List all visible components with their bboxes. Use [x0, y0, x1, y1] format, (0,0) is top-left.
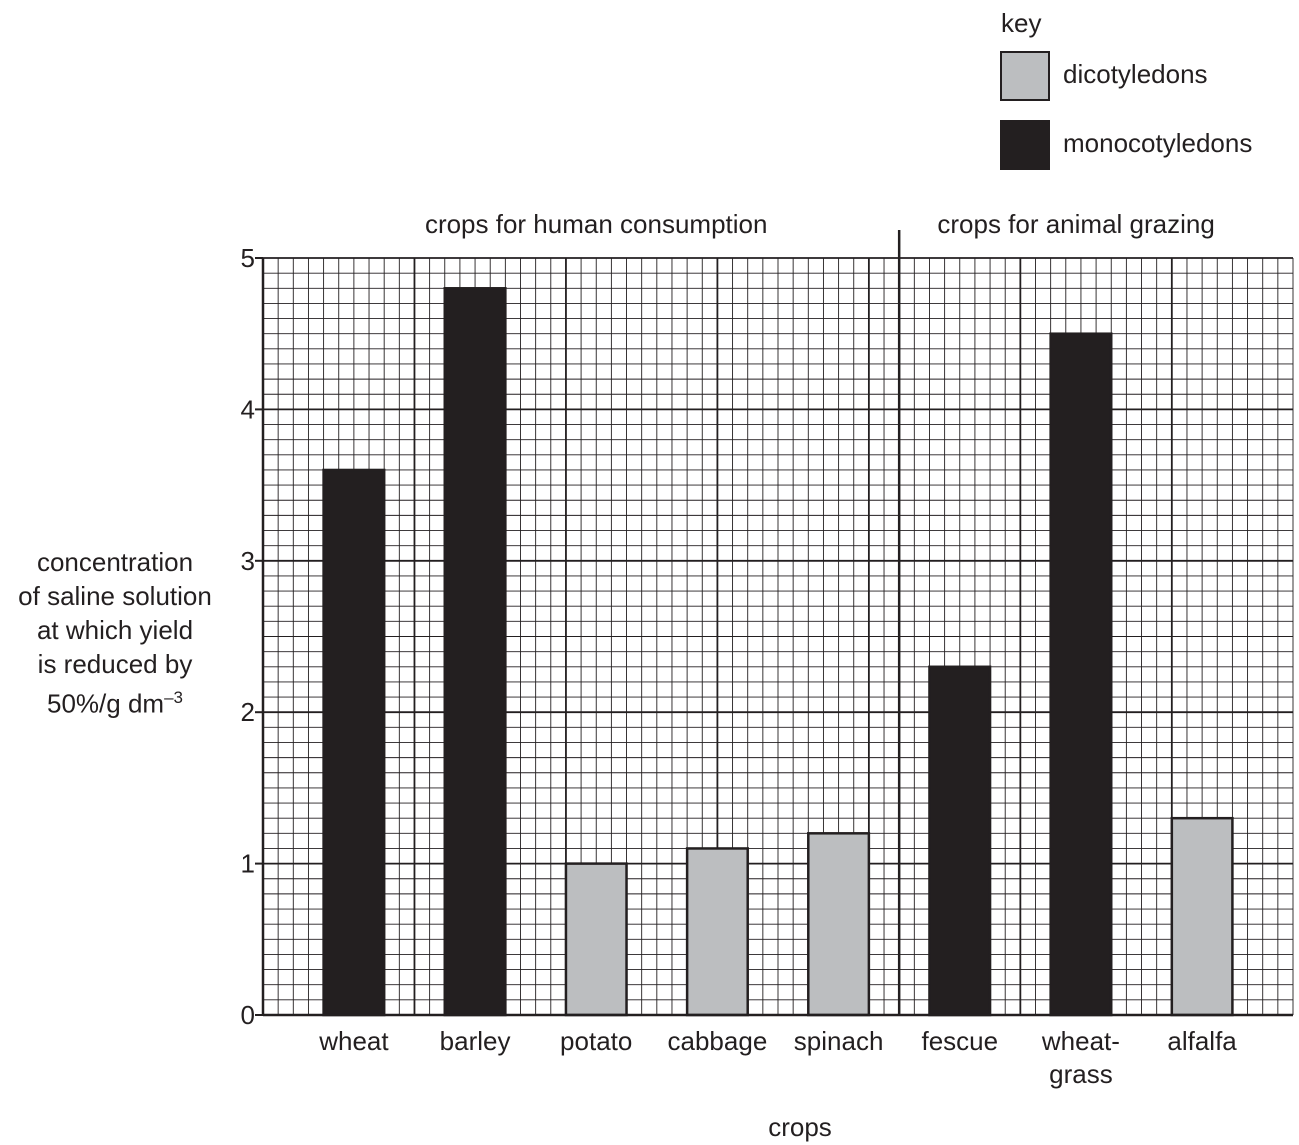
category-label: grass [1049, 1059, 1113, 1089]
grid-minor [262, 257, 1294, 1016]
y-axis-label-units: 50%/g dm [47, 688, 165, 719]
bar-alfalfa [1170, 816, 1234, 1017]
y-tick-label: 2 [241, 697, 255, 727]
key-swatch-dicotyledons [1000, 51, 1050, 101]
bar-cabbage [685, 847, 749, 1017]
section-label: crops for human consumption [425, 209, 768, 239]
category-label: alfalfa [1167, 1026, 1237, 1056]
category-label: cabbage [668, 1026, 768, 1056]
y-axis-label-line: concentration [36, 547, 194, 577]
y-axis-label-line: at which yield [36, 615, 194, 645]
key-title: key [1001, 8, 1042, 38]
y-tick-label: 4 [241, 394, 255, 424]
key-label-monocotyledons: monocotyledons [1063, 128, 1253, 158]
bar-wheatgrass [1049, 332, 1113, 1017]
bar-fescue [928, 665, 992, 1017]
y-tick-label: 0 [241, 1000, 255, 1030]
bar-barley [443, 287, 507, 1017]
key-swatch-monocotyledons [1000, 120, 1050, 170]
y-tick-label: 1 [241, 849, 255, 879]
y-axis-label-line: of saline solution [18, 581, 212, 611]
y-tick-label: 3 [241, 546, 255, 576]
category-label: barley [440, 1026, 511, 1056]
category-label: spinach [794, 1026, 884, 1056]
key-label-dicotyledons: dicotyledons [1063, 59, 1208, 89]
category-label: wheat- [1041, 1026, 1120, 1056]
section-label: crops for animal grazing [937, 209, 1214, 239]
category-label: potato [560, 1026, 632, 1056]
category-label: fescue [921, 1026, 998, 1056]
x-axis-label: crops [768, 1112, 832, 1142]
y-axis-label-superscript: –3 [164, 688, 183, 707]
bar-potato [564, 862, 628, 1017]
y-axis-label: concentration of saline solution at whic… [0, 545, 230, 721]
y-axis-label-line: is reduced by [37, 649, 193, 679]
y-axis-label-line: 50%/g dm–3 [0, 681, 230, 721]
bar-wheat [322, 468, 386, 1017]
grid-major [262, 257, 1293, 1016]
category-label: wheat [318, 1026, 389, 1056]
y-tick-label: 5 [241, 243, 255, 273]
bar-spinach [807, 832, 871, 1017]
